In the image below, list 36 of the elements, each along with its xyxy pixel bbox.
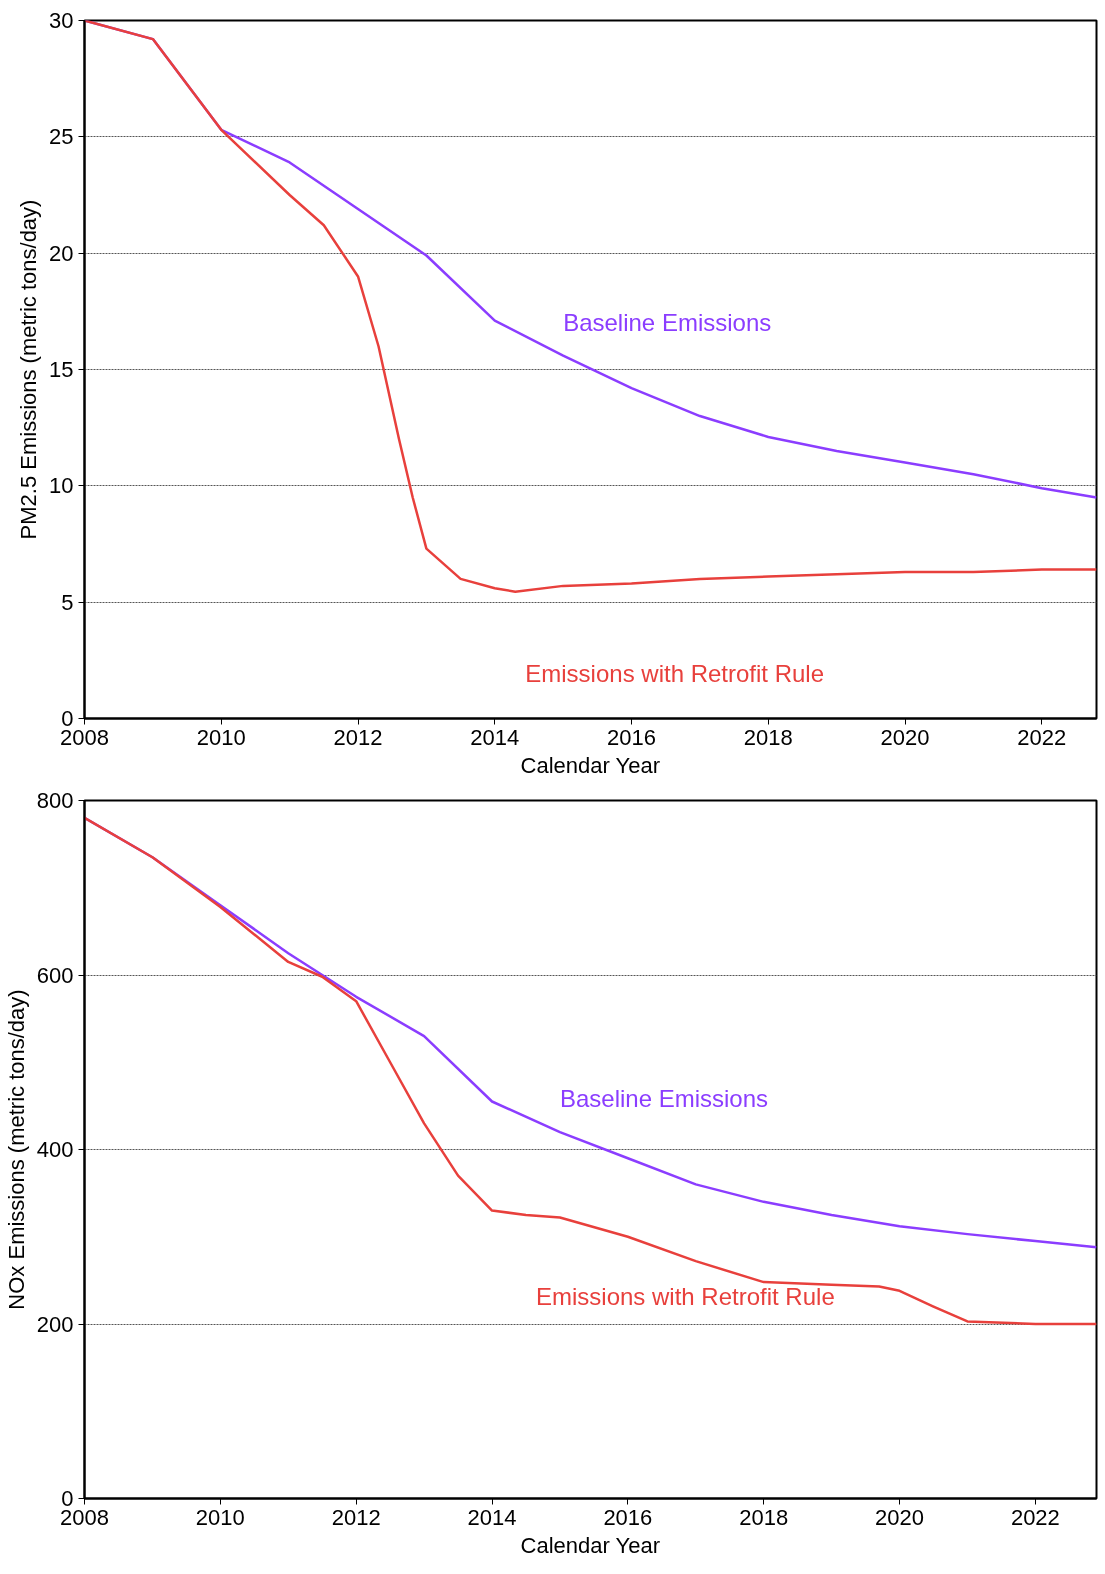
- series-label: Emissions with Retrofit Rule: [535, 1282, 835, 1310]
- x-tick-label: 2012: [331, 1504, 381, 1530]
- y-tick-label: 0: [61, 706, 74, 731]
- y-tick-label: 800: [36, 788, 74, 813]
- y-tick-label: 200: [36, 1311, 74, 1337]
- text: Emissions with Retrofit Rule: [525, 659, 825, 687]
- line-series: [84, 816, 1097, 1326]
- x-tick-label: 2014: [470, 724, 520, 750]
- y-tick-label: 25: [49, 124, 74, 150]
- series-label: Baseline Emissions: [559, 1085, 769, 1113]
- x-tick-label: 2016: [603, 1504, 653, 1530]
- x-tick-label: 2022: [1017, 724, 1067, 750]
- x-tick-label: 2020: [875, 1504, 925, 1530]
- y-tick-label: 0: [61, 1486, 74, 1511]
- x-tick-label: 2018: [743, 724, 793, 750]
- x-tick-label: 2020: [880, 724, 930, 750]
- y-tick-label: 600: [36, 962, 74, 988]
- y-tick-label: 30: [49, 8, 74, 33]
- x-tick-label: 2022: [1010, 1504, 1060, 1530]
- y-axis-title: PM2.5 Emissions (metric tons/day): [16, 199, 42, 540]
- y-tick-label: 5: [61, 589, 74, 615]
- x-tick-label: 2016: [607, 724, 657, 750]
- x-axis-title: Calendar Year: [520, 1532, 661, 1558]
- y-axis-title: NOx Emissions (metric tons/day): [3, 989, 29, 1310]
- y-tick-label: 10: [49, 473, 74, 499]
- y-tick-label: 400: [36, 1137, 74, 1162]
- series-label: Baseline Emissions: [563, 308, 772, 336]
- line-series: [84, 20, 1097, 593]
- x-tick-label: 2014: [467, 1504, 517, 1530]
- x-tick-label: 2018: [739, 1504, 789, 1530]
- x-tick-label: 2012: [333, 724, 383, 750]
- y-tick-label: 15: [49, 357, 74, 382]
- y-tick-label: 20: [49, 240, 74, 266]
- x-tick-label: 2010: [196, 724, 246, 750]
- x-tick-label: 2010: [195, 1504, 245, 1530]
- x-axis-title: Calendar Year: [520, 752, 661, 778]
